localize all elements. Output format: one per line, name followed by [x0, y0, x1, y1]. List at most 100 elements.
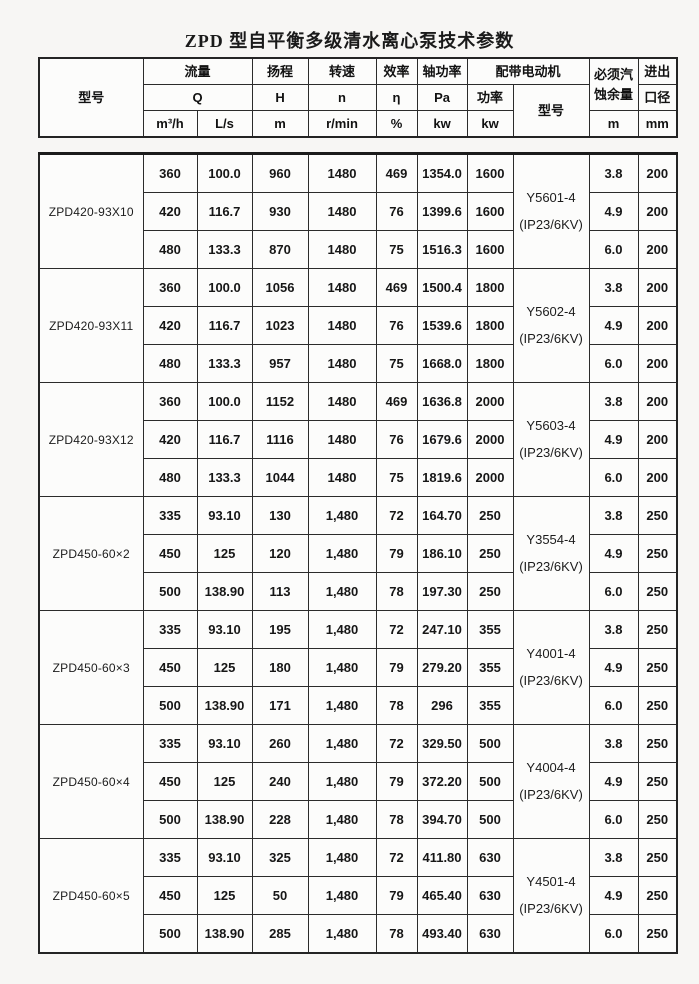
efficiency-cell: 79: [375, 762, 418, 801]
diameter-cell: 250: [637, 610, 678, 649]
efficiency-cell: 78: [375, 914, 418, 954]
motor-power-cell: 250: [466, 534, 514, 573]
speed-cell: 1,480: [307, 724, 377, 763]
flow-m3h-cell: 450: [142, 876, 198, 915]
npsh-cell: 4.9: [588, 420, 639, 459]
page-title: ZPD 型自平衡多级清水离心泵技术参数: [184, 31, 515, 51]
head-cell: 325: [251, 838, 309, 877]
efficiency-cell: 76: [375, 306, 418, 345]
table-row: 450 125 180 1,480 79 279.20 355 4.9 250: [39, 648, 678, 687]
table-row: 480 133.3 957 1480 75 1668.0 1800 6.0 200: [39, 344, 678, 383]
table-row: ZPD450-60×3 335 93.10 195 1,480 72 247.10 355 Y4…: [38, 610, 678, 725]
head-cell: 285: [251, 914, 309, 954]
diameter-cell: 250: [637, 534, 678, 573]
motor-model-cell: Y4501-4 (IP23/6KV): [512, 838, 590, 954]
col-header-motor-group: 配带电动机: [466, 57, 590, 85]
table-row: 420 116.7 1023 1480 76 1539.6 1800 4.9 200: [39, 306, 678, 345]
flow-ls-cell: 138.90: [196, 800, 253, 839]
efficiency-cell: 79: [375, 534, 418, 573]
speed-cell: 1,480: [307, 496, 377, 535]
flow-ls-cell: 100.0: [196, 268, 253, 307]
table-row: ZPD420-93X12 360 100.0 1152 1480 469 1636.8 200…: [38, 382, 678, 497]
col-header-head: 扬程: [251, 57, 309, 85]
shaft-power-cell: 329.50: [416, 724, 468, 763]
shaft-power-cell: 372.20: [416, 762, 468, 801]
npsh-cell: 3.8: [588, 496, 639, 535]
table-row: ZPD450-60×4 335 93.10 260 1,480 72 329.50 500 Y4…: [38, 724, 678, 839]
motor-power-cell: 2000: [466, 458, 514, 497]
speed-cell: 1,480: [307, 572, 377, 611]
shaft-power-cell: 247.10: [416, 610, 468, 649]
diameter-cell: 250: [637, 496, 678, 535]
motor-model-text: Y3554-4: [526, 532, 576, 548]
flow-m3h-cell: 335: [142, 496, 198, 535]
efficiency-cell: 469: [375, 153, 418, 193]
npsh-cell: 4.9: [588, 192, 639, 231]
efficiency-cell: 76: [375, 420, 418, 459]
head-cell: 130: [251, 496, 309, 535]
flow-m3h-cell: 420: [142, 192, 198, 231]
shaft-power-cell: 1539.6: [416, 306, 468, 345]
efficiency-cell: 75: [375, 344, 418, 383]
motor-power-cell: 630: [466, 914, 514, 954]
table-row: ZPD450-60×5 335 93.10 325 1,480 72 411.80 630 Y4…: [38, 838, 678, 954]
table-row: ZPD420-93X10 360 100.0 960 1480 469 1354.0 1600…: [38, 153, 678, 269]
flow-m3h-cell: 450: [142, 762, 198, 801]
flow-m3h-cell: 420: [142, 420, 198, 459]
shaft-power-cell: 394.70: [416, 800, 468, 839]
motor-power-cell: 500: [466, 800, 514, 839]
efficiency-cell: 78: [375, 800, 418, 839]
flow-m3h-cell: 360: [142, 153, 198, 193]
table-row: 450 125 240 1,480 79 372.20 500 4.9 250: [39, 762, 678, 801]
header-row-1: 型号 流量 扬程 转速 效率 轴功率 配带电动机 必须汽蚀余量 进出: [38, 57, 678, 138]
speed-cell: 1480: [307, 192, 377, 231]
shaft-power-cell: 296: [416, 686, 468, 725]
motor-power-cell: 355: [466, 686, 514, 725]
flow-ls-cell: 138.90: [196, 686, 253, 725]
motor-model-text: Y5601-4: [526, 190, 576, 206]
flow-ls-cell: 116.7: [196, 306, 253, 345]
diameter-cell: 250: [637, 724, 678, 763]
motor-model-cell: Y3554-4 (IP23/6KV): [512, 496, 590, 611]
header-row-3: m³/h L/s m r/min % kw kw m mm: [39, 110, 678, 138]
symbol-speed: n: [307, 84, 377, 111]
efficiency-cell: 72: [375, 838, 418, 877]
shaft-power-cell: 197.30: [416, 572, 468, 611]
speed-cell: 1480: [307, 344, 377, 383]
efficiency-cell: 72: [375, 496, 418, 535]
pump-model-cell: ZPD420-93X10: [38, 153, 144, 269]
col-header-speed: 转速: [307, 57, 377, 85]
table-row: 420 116.7 930 1480 76 1399.6 1600 4.9 200: [39, 192, 678, 231]
shaft-power-cell: 1354.0: [416, 153, 468, 193]
efficiency-cell: 76: [375, 192, 418, 231]
head-cell: 1023: [251, 306, 309, 345]
speed-cell: 1480: [307, 153, 377, 193]
speed-cell: 1,480: [307, 914, 377, 954]
motor-model-text: Y4004-4: [526, 760, 576, 776]
motor-power-cell: 355: [466, 610, 514, 649]
pump-model-cell: ZPD450-60×5: [38, 838, 144, 954]
table-row: 500 138.90 285 1,480 78 493.40 630 6.0 250: [39, 914, 678, 954]
unit-motor-power: kw: [466, 110, 514, 138]
flow-ls-cell: 133.3: [196, 458, 253, 497]
npsh-cell: 6.0: [588, 458, 639, 497]
table-row: 500 138.90 113 1,480 78 197.30 250 6.0 250: [39, 572, 678, 611]
head-cell: 50: [251, 876, 309, 915]
flow-m3h-cell: 480: [142, 344, 198, 383]
flow-ls-cell: 125: [196, 876, 253, 915]
diameter-cell: 250: [637, 876, 678, 915]
motor-power-cell: 2000: [466, 420, 514, 459]
col-header-npsh: 必须汽蚀余量: [588, 57, 639, 111]
col-header-model: 型号: [38, 57, 144, 138]
npsh-cell: 3.8: [588, 610, 639, 649]
flow-m3h-cell: 500: [142, 686, 198, 725]
npsh-cell: 6.0: [588, 800, 639, 839]
motor-power-cell: 500: [466, 724, 514, 763]
head-cell: 260: [251, 724, 309, 763]
head-cell: 228: [251, 800, 309, 839]
head-cell: 1152: [251, 382, 309, 421]
diameter-cell: 250: [637, 800, 678, 839]
shaft-power-cell: 1636.8: [416, 382, 468, 421]
speed-cell: 1480: [307, 420, 377, 459]
